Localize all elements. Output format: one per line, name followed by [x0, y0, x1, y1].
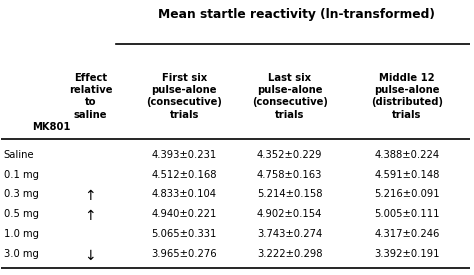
Text: Saline: Saline [4, 150, 34, 160]
Text: 5.216±0.091: 5.216±0.091 [374, 189, 439, 199]
Text: Last six
pulse-alone
(consecutive)
trials: Last six pulse-alone (consecutive) trial… [252, 73, 328, 120]
Text: First six
pulse-alone
(consecutive)
trials: First six pulse-alone (consecutive) tria… [146, 73, 222, 120]
Text: 3.222±0.298: 3.222±0.298 [257, 249, 322, 259]
Text: 4.902±0.154: 4.902±0.154 [257, 209, 322, 219]
Text: 0.1 mg: 0.1 mg [4, 170, 39, 180]
Text: 0.3 mg: 0.3 mg [4, 189, 38, 199]
Text: 4.758±0.163: 4.758±0.163 [257, 170, 322, 180]
Text: 3.965±0.276: 3.965±0.276 [151, 249, 217, 259]
Text: 4.940±0.221: 4.940±0.221 [152, 209, 217, 219]
Text: 3.392±0.191: 3.392±0.191 [374, 249, 439, 259]
Text: 4.352±0.229: 4.352±0.229 [257, 150, 322, 160]
Text: 1.0 mg: 1.0 mg [4, 229, 39, 239]
Text: ↓: ↓ [85, 249, 96, 263]
Text: 3.743±0.274: 3.743±0.274 [257, 229, 322, 239]
Text: ↑: ↑ [85, 189, 96, 204]
Text: Middle 12
pulse-alone
(distributed)
trials: Middle 12 pulse-alone (distributed) tria… [371, 73, 443, 120]
Text: 4.393±0.231: 4.393±0.231 [152, 150, 217, 160]
Text: 4.317±0.246: 4.317±0.246 [374, 229, 439, 239]
Text: 4.512±0.168: 4.512±0.168 [151, 170, 217, 180]
Text: 3.0 mg: 3.0 mg [4, 249, 38, 259]
Text: 4.388±0.224: 4.388±0.224 [374, 150, 439, 160]
Text: 5.065±0.331: 5.065±0.331 [152, 229, 217, 239]
Text: 4.591±0.148: 4.591±0.148 [374, 170, 439, 180]
Text: 4.833±0.104: 4.833±0.104 [152, 189, 217, 199]
Text: Effect
relative
to
saline: Effect relative to saline [69, 73, 112, 120]
Text: 5.214±0.158: 5.214±0.158 [257, 189, 322, 199]
Text: 0.5 mg: 0.5 mg [4, 209, 39, 219]
Text: 5.005±0.111: 5.005±0.111 [374, 209, 439, 219]
Text: Mean startle reactivity (ln-transformed): Mean startle reactivity (ln-transformed) [158, 8, 435, 21]
Text: MK801: MK801 [32, 122, 70, 132]
Text: ↑: ↑ [85, 209, 96, 223]
